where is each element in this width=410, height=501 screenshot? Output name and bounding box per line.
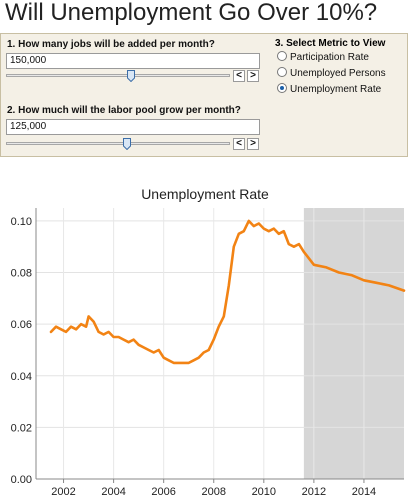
jobs-input[interactable]: 150,000 (6, 53, 260, 69)
x-tick-label: 2012 (302, 486, 326, 498)
y-tick-label: 0.02 (11, 422, 32, 434)
page-title: Will Unemployment Go Over 10%? (5, 0, 378, 26)
radio-label: Unemployment Rate (290, 84, 382, 95)
radio-button[interactable] (277, 67, 287, 78)
labor-pool-question-label: 2. How much will the labor pool grow per… (7, 105, 241, 116)
radio-participation-rate[interactable]: Participation Rate (277, 51, 369, 63)
labor-pool-slider-thumb[interactable] (122, 138, 131, 150)
unemployment-rate-series-line (49, 219, 406, 365)
y-tick-label: 0.06 (11, 319, 32, 331)
x-tick-label: 2008 (201, 486, 225, 498)
labor-pool-input[interactable]: 125,000 (6, 119, 260, 135)
labor-pool-increment-button[interactable]: > (247, 138, 259, 150)
jobs-slider-thumb[interactable] (126, 70, 135, 82)
jobs-slider-track (6, 74, 230, 77)
controls-panel: 1. How many jobs will be added per month… (0, 33, 408, 157)
x-tick-label: 2002 (51, 486, 75, 498)
jobs-slider[interactable] (6, 70, 230, 82)
x-tick-label: 2010 (252, 486, 276, 498)
y-tick-label: 0.00 (11, 474, 32, 486)
labor-pool-slider-track (6, 142, 230, 145)
y-tick-label: 0.04 (11, 371, 32, 383)
jobs-decrement-button[interactable]: < (233, 70, 245, 82)
x-tick-label: 2014 (352, 486, 376, 498)
jobs-question-label: 1. How many jobs will be added per month… (7, 39, 215, 50)
y-tick-label: 0.10 (11, 216, 32, 228)
chart-title: Unemployment Rate (141, 186, 269, 202)
forecast-region (303, 208, 404, 479)
y-tick-label: 0.08 (11, 268, 32, 280)
labor-pool-decrement-button[interactable]: < (233, 138, 245, 150)
x-tick-label: 2006 (151, 486, 175, 498)
labor-pool-slider[interactable] (6, 138, 230, 150)
metric-selector-title: 3. Select Metric to View (275, 38, 386, 49)
radio-label: Unemployed Persons (290, 68, 386, 79)
jobs-increment-button[interactable]: > (247, 70, 259, 82)
radio-unemployed-persons[interactable]: Unemployed Persons (277, 67, 386, 79)
radio-label: Participation Rate (290, 52, 369, 63)
radio-unemployment-rate[interactable]: Unemployment Rate (277, 83, 382, 95)
radio-button-selected[interactable] (277, 83, 287, 94)
radio-button[interactable] (277, 51, 287, 62)
x-tick-label: 2004 (101, 486, 125, 498)
